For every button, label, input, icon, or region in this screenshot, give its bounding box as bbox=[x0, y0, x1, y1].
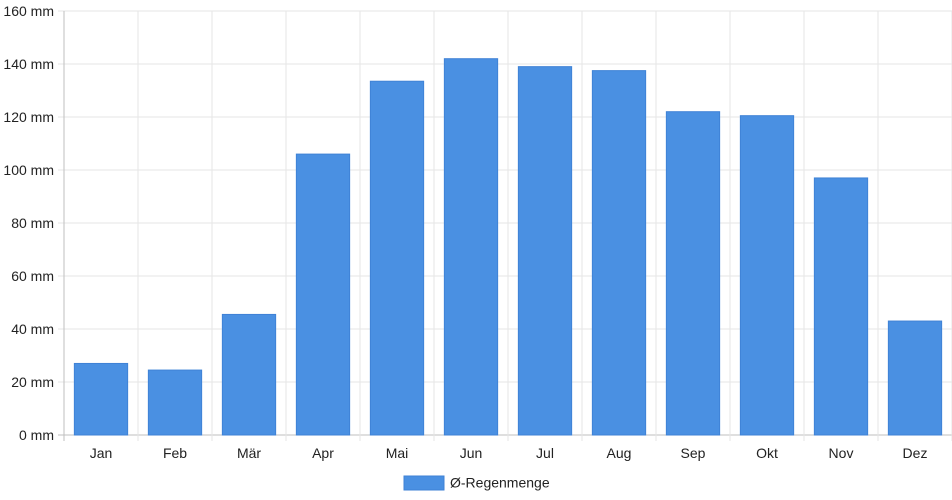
bar-sep[interactable] bbox=[665, 111, 721, 436]
y-tick-label: 20 mm bbox=[11, 374, 54, 390]
x-tick-label: Apr bbox=[312, 445, 334, 461]
legend[interactable]: Ø-Regenmenge bbox=[403, 475, 550, 491]
x-tick-label: Jan bbox=[90, 445, 113, 461]
bar-aug[interactable] bbox=[591, 70, 647, 436]
y-tick-label: 0 mm bbox=[19, 427, 54, 443]
bar-apr[interactable] bbox=[295, 153, 351, 436]
x-tick-labels: Jan Feb Mär Apr Mai Jun Jul Aug Sep Okt Nov Dez bbox=[90, 445, 928, 461]
bar-jan[interactable] bbox=[73, 362, 129, 436]
x-tick-label: Okt bbox=[756, 445, 778, 461]
legend-label[interactable]: Ø-Regenmenge bbox=[450, 475, 550, 491]
bar-feb[interactable] bbox=[147, 369, 203, 436]
y-tick-labels: 0 mm 20 mm 40 mm 60 mm 80 mm 100 mm 120 mm 140 … bbox=[3, 3, 54, 443]
x-tick-label: Mai bbox=[386, 445, 409, 461]
x-tick-label: Aug bbox=[607, 445, 632, 461]
y-tick-label: 100 mm bbox=[3, 162, 54, 178]
y-tick-label: 160 mm bbox=[3, 3, 54, 19]
bars bbox=[73, 58, 943, 436]
bar-nov[interactable] bbox=[813, 177, 869, 436]
y-tick-label: 140 mm bbox=[3, 56, 54, 72]
grid-lines bbox=[58, 10, 952, 441]
y-tick-label: 40 mm bbox=[11, 321, 54, 337]
y-tick-label: 60 mm bbox=[11, 268, 54, 284]
x-tick-label: Jun bbox=[460, 445, 483, 461]
bar-jun[interactable] bbox=[443, 58, 499, 436]
bar-dez[interactable] bbox=[887, 320, 943, 436]
bar-mai[interactable] bbox=[369, 80, 425, 436]
y-tick-label: 80 mm bbox=[11, 215, 54, 231]
x-tick-label: Dez bbox=[903, 445, 928, 461]
x-tick-label: Mär bbox=[237, 445, 261, 461]
x-tick-label: Sep bbox=[681, 445, 706, 461]
y-tick-label: 120 mm bbox=[3, 109, 54, 125]
x-tick-label: Jul bbox=[536, 445, 554, 461]
x-tick-label: Nov bbox=[829, 445, 854, 461]
legend-swatch[interactable] bbox=[403, 475, 445, 491]
bar-jul[interactable] bbox=[517, 66, 573, 436]
bar-mär[interactable] bbox=[221, 313, 277, 436]
x-tick-label: Feb bbox=[163, 445, 187, 461]
bar-okt[interactable] bbox=[739, 115, 795, 436]
